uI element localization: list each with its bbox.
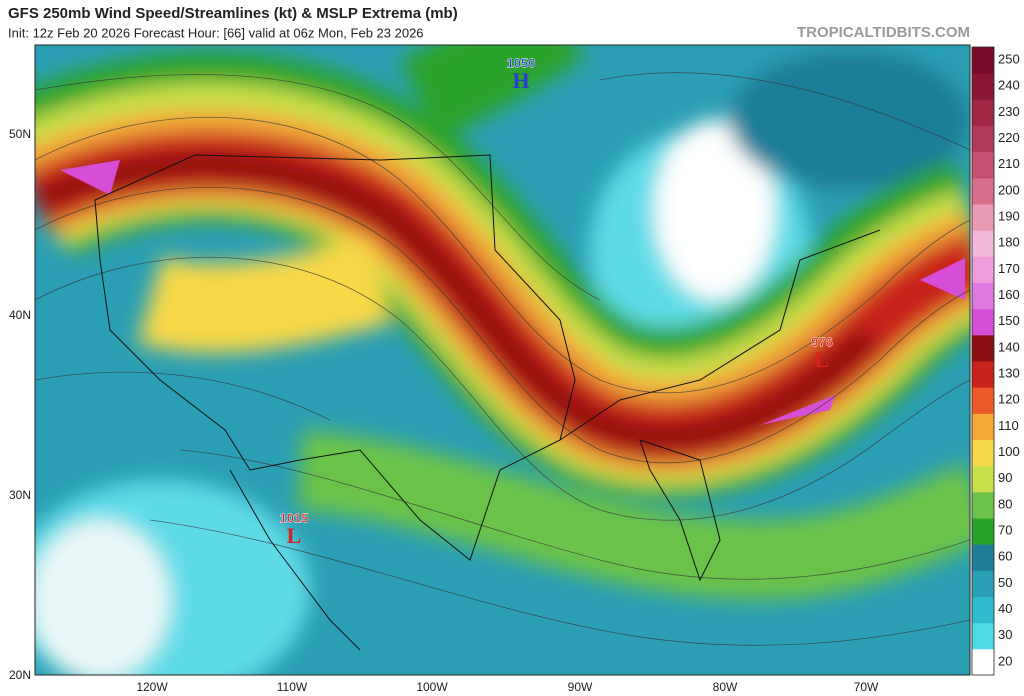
colorbar-label: 30 (998, 627, 1012, 642)
colorbar-label: 40 (998, 601, 1012, 616)
colorbar-segment (972, 334, 994, 362)
pressure-letter: H (512, 68, 529, 93)
colorbar-segment (972, 125, 994, 153)
pressure-value: 1050 (507, 55, 536, 70)
colorbar-label: 60 (998, 549, 1012, 564)
colorbar-label: 50 (998, 575, 1012, 590)
colorbar-label: 190 (998, 209, 1020, 224)
colorbar-label: 250 (998, 52, 1020, 67)
colorbar-segment (972, 518, 994, 545)
colorbar-label: 130 (998, 366, 1020, 381)
colorbar-label: 210 (998, 156, 1020, 171)
colorbar-segment (972, 361, 994, 388)
lat-label: 50N (9, 127, 31, 141)
colorbar-segment (972, 439, 994, 467)
colorbar-segment (972, 491, 994, 519)
pressure-letter: L (815, 347, 830, 372)
pressure-letter: L (287, 523, 302, 548)
colorbar-segment (972, 99, 994, 126)
lon-label: 70W (854, 680, 879, 694)
colorbar-label: 110 (998, 418, 1019, 433)
colorbar-segment (972, 151, 994, 179)
colorbar-label: 180 (998, 235, 1020, 250)
colorbar-segment (972, 648, 994, 676)
pressure-value: 976 (811, 334, 833, 349)
colorbar-segment (972, 465, 994, 493)
map-axes: 50N 40N 30N 20N 120W 110W 100W 90W 80W 70W (9, 127, 879, 694)
subtitle: Init: 12z Feb 20 2026 Forecast Hour: [66… (8, 25, 424, 40)
colorbar-label: 90 (998, 470, 1012, 485)
colorbar-segment (972, 256, 994, 283)
colorbar-label: 140 (998, 339, 1020, 354)
colorbar-segment (972, 308, 994, 336)
map-frame (34, 44, 971, 676)
lon-label: 80W (713, 680, 738, 694)
colorbar-segment (972, 47, 994, 74)
colorbar-frame (971, 46, 995, 676)
lon-label: 90W (568, 680, 593, 694)
colorbar-segment (972, 413, 994, 440)
lat-label: 30N (9, 488, 31, 502)
lat-label: 40N (9, 308, 31, 322)
colorbar-label: 170 (998, 261, 1020, 276)
colorbar-segment (972, 596, 994, 624)
colorbar-label: 160 (998, 287, 1020, 302)
colorbar-segment (972, 177, 994, 205)
lon-label: 110W (277, 680, 308, 694)
colorbar-label: 120 (998, 392, 1020, 407)
colorbar-label: 150 (998, 313, 1020, 328)
colorbar-label: 230 (998, 104, 1020, 119)
colorbar-label: 200 (998, 182, 1020, 197)
colorbar-label: 220 (998, 130, 1020, 145)
colorbar-label: 80 (998, 496, 1012, 511)
colorbar-label: 100 (998, 444, 1020, 459)
colorbar: 20 30 40 50 60 70 80 90 100 110 120 130 140 150 160 170… (971, 46, 1020, 676)
colorbar-segment (972, 204, 994, 231)
colorbar-segment (972, 282, 994, 310)
colorbar-segment (972, 73, 994, 100)
lon-label: 100W (416, 680, 448, 694)
colorbar-label: 240 (998, 78, 1020, 93)
colorbar-segment (972, 230, 994, 257)
colorbar-segment (972, 622, 994, 650)
lat-label: 20N (9, 668, 31, 682)
wind-field (35, 45, 970, 675)
title: GFS 250mb Wind Speed/Streamlines (kt) & … (8, 5, 458, 22)
colorbar-label: 70 (998, 523, 1012, 538)
colorbar-label: 20 (998, 653, 1012, 668)
watermark: TROPICALTIDBITS.COM (797, 24, 970, 41)
colorbar-segment (972, 570, 994, 597)
lon-label: 120W (136, 680, 168, 694)
pressure-value: 1015 (280, 510, 309, 525)
colorbar-segment (972, 387, 994, 414)
colorbar-segment (972, 544, 994, 571)
